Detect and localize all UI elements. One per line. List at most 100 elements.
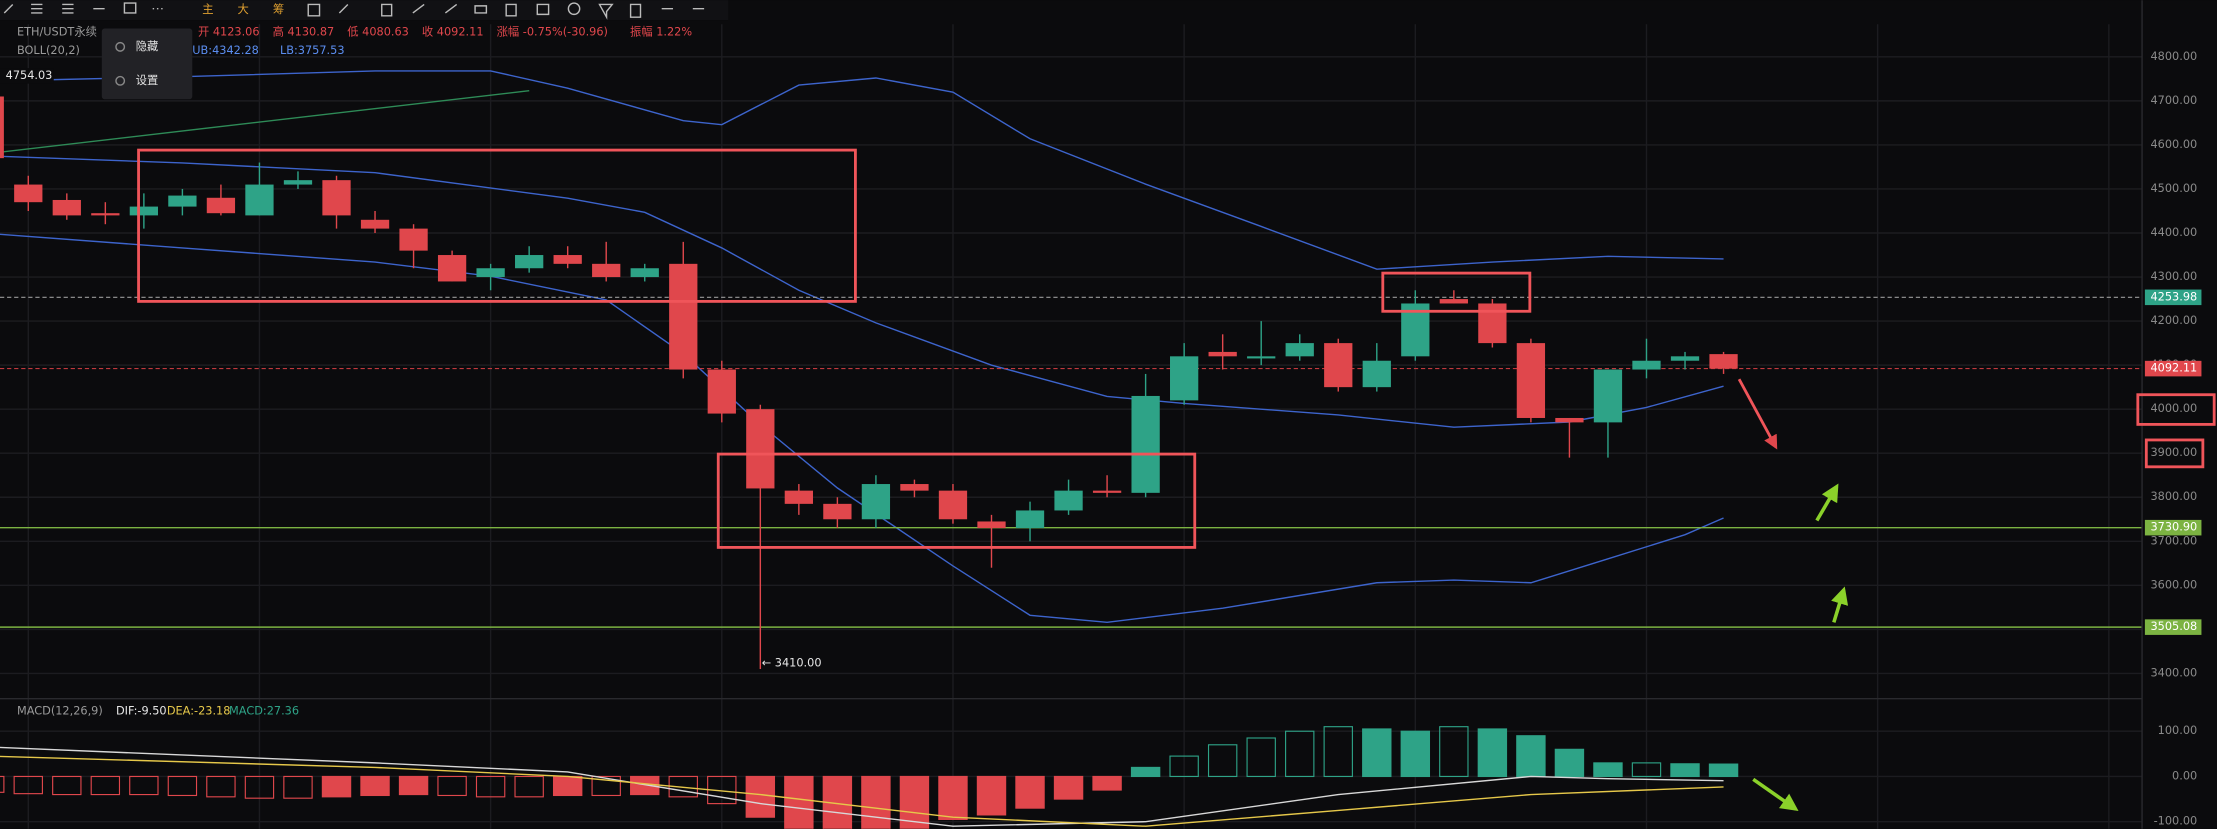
histogram-bar xyxy=(52,775,82,796)
level-label: 4092.11 xyxy=(2150,362,2197,375)
tool-icons[interactable] xyxy=(3,3,105,14)
y-tick-label: 4800.00 xyxy=(2150,50,2197,63)
y-tick-label: 4000.00 xyxy=(2150,402,2197,415)
candle-body xyxy=(669,263,698,370)
box xyxy=(716,452,1197,549)
indicator-value: LB:3757.53 xyxy=(280,44,345,57)
menu-item[interactable]: 设置 xyxy=(136,74,159,87)
candle-body xyxy=(168,195,197,207)
candle-body xyxy=(1285,343,1314,357)
candle-body xyxy=(1170,356,1199,401)
histogram-bar xyxy=(398,775,429,796)
histogram-bar xyxy=(1400,730,1431,778)
price-pane: 4754.03 ← 3410.00 xyxy=(0,68,2143,669)
candle-body xyxy=(1709,354,1738,369)
y-tick-label: 0.00 xyxy=(2172,769,2197,782)
histogram-bar xyxy=(206,775,236,798)
candle-body xyxy=(592,263,621,278)
y-tick-label: -100.00 xyxy=(2154,815,2198,828)
candle-body xyxy=(14,184,43,203)
candle-body xyxy=(707,369,736,414)
macd-pane xyxy=(0,726,1739,829)
ohlc-info: 振幅 1.22% xyxy=(630,25,692,39)
candle-body xyxy=(630,268,659,278)
candle-body xyxy=(1362,360,1391,388)
histogram-bar xyxy=(1207,744,1238,778)
histogram-bar xyxy=(976,775,1007,816)
candle-body xyxy=(1670,356,1700,361)
histogram-bar xyxy=(1670,763,1700,778)
candle-body xyxy=(1208,351,1237,357)
histogram-bar xyxy=(1169,755,1199,778)
box xyxy=(137,148,857,303)
level-box xyxy=(2144,360,2202,377)
candle-body xyxy=(1593,369,1623,423)
histogram-bar xyxy=(0,775,5,793)
menu-icon xyxy=(115,75,126,86)
context-menu: 隐藏 设置 xyxy=(101,28,193,100)
histogram-bar xyxy=(475,775,506,798)
tool-icon[interactable] xyxy=(123,2,137,14)
y-tick-label: 3800.00 xyxy=(2150,490,2197,503)
histogram-bar xyxy=(938,775,968,821)
histogram-bar xyxy=(1285,730,1315,778)
menu-item[interactable]: 隐藏 xyxy=(136,40,159,53)
series-line xyxy=(0,746,1724,827)
histogram-bar xyxy=(1130,766,1161,778)
histogram-bar xyxy=(552,775,583,797)
level-box xyxy=(2144,619,2202,635)
candle-body xyxy=(746,409,775,489)
toolbar-label[interactable]: 主 xyxy=(202,3,213,16)
tool-icons[interactable] xyxy=(307,2,705,20)
histogram-bar xyxy=(1015,775,1045,809)
toolbar xyxy=(0,0,729,21)
toolbar-label[interactable]: 大 xyxy=(238,2,249,16)
candle-body xyxy=(553,255,582,264)
histogram-bar xyxy=(1631,762,1662,778)
price-axis: 3400.003500.003600.003700.003800.003900.… xyxy=(2144,50,2202,828)
candle-body xyxy=(1092,490,1122,493)
candle-body xyxy=(1131,395,1160,493)
candle-body xyxy=(1516,343,1546,418)
histogram-bar xyxy=(1439,726,1469,778)
candle-body xyxy=(938,490,968,520)
histogram-bar xyxy=(1323,726,1353,778)
histogram-bar xyxy=(321,775,352,798)
candle-body xyxy=(245,184,274,216)
candle-body xyxy=(784,490,813,504)
box xyxy=(2136,393,2216,426)
histogram-bar xyxy=(1092,775,1122,791)
level-box xyxy=(2144,289,2202,306)
candle-body xyxy=(1632,360,1661,370)
histogram-bar xyxy=(1246,737,1276,778)
level-label: 4253.98 xyxy=(2150,290,2197,303)
y-tick-label: 3400.00 xyxy=(2150,666,2197,679)
histogram-bar xyxy=(745,775,776,818)
candle-body xyxy=(0,96,4,159)
arrow xyxy=(1831,586,1849,623)
level-label: 3730.90 xyxy=(2150,521,2197,534)
histogram-bar xyxy=(1708,763,1739,778)
candle-body xyxy=(823,503,852,520)
histogram-bar xyxy=(591,775,621,797)
series-line xyxy=(0,155,1724,428)
candle-body xyxy=(283,180,313,185)
toolbar-bg xyxy=(0,0,729,21)
y-tick-label: 4500.00 xyxy=(2150,182,2197,195)
candle-body xyxy=(1247,356,1276,359)
toolbar-label[interactable]: 筹 xyxy=(273,2,284,16)
candle-body xyxy=(861,484,891,520)
histogram-bar xyxy=(167,775,198,797)
ohlc-info: 收 4092.11 xyxy=(422,25,484,39)
candle-body xyxy=(399,228,428,251)
candle-body xyxy=(515,255,544,269)
histogram-bar xyxy=(1053,775,1084,800)
series-line xyxy=(0,70,1724,270)
candle-body xyxy=(437,255,467,282)
candle-body xyxy=(1555,417,1584,423)
candle-body xyxy=(322,180,351,216)
indicator-value: MACD:27.36 xyxy=(229,704,299,717)
indicator-value: DIF:-9.50 xyxy=(116,704,167,717)
histogram-bar xyxy=(244,775,275,799)
histogram-bar xyxy=(822,775,853,829)
